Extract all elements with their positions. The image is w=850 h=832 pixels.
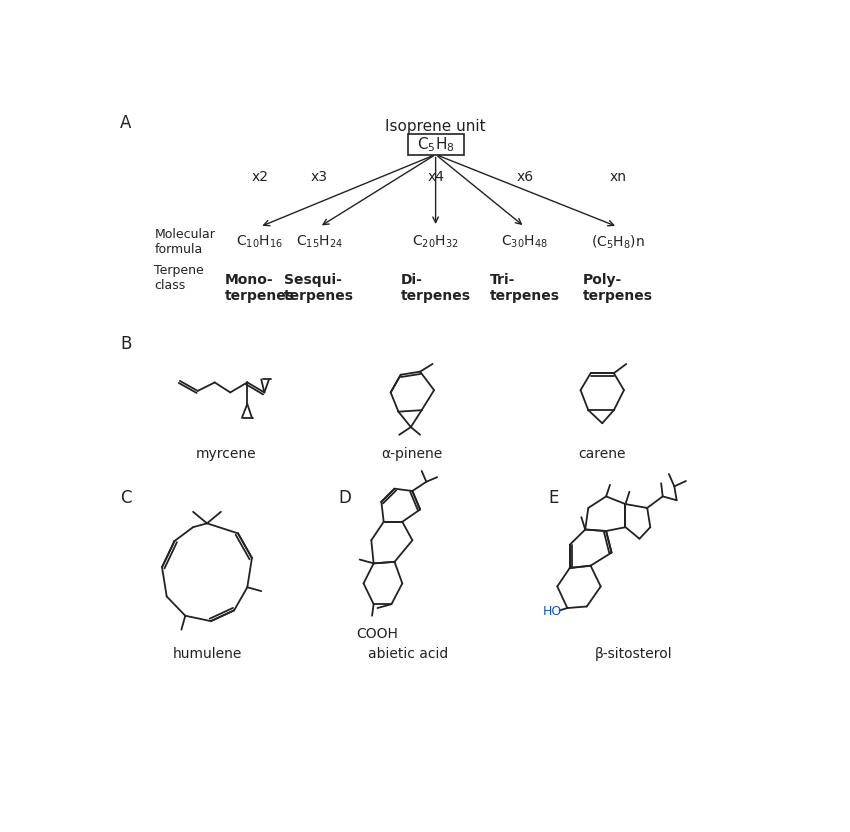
Text: HO: HO bbox=[542, 606, 562, 618]
Text: E: E bbox=[548, 488, 558, 507]
Text: A: A bbox=[120, 114, 132, 131]
Text: humulene: humulene bbox=[173, 647, 241, 661]
Text: abietic acid: abietic acid bbox=[368, 647, 449, 661]
Text: $\mathregular{C_{15}H_{24}}$: $\mathregular{C_{15}H_{24}}$ bbox=[296, 234, 343, 250]
Text: Molecular
formula: Molecular formula bbox=[155, 228, 215, 256]
Text: Poly-
terpenes: Poly- terpenes bbox=[583, 273, 653, 304]
Text: D: D bbox=[339, 488, 352, 507]
Bar bbox=[408, 135, 463, 155]
Text: COOH: COOH bbox=[356, 627, 399, 641]
Text: β-sitosterol: β-sitosterol bbox=[594, 647, 672, 661]
Text: Isoprene unit: Isoprene unit bbox=[385, 119, 486, 134]
Text: xn: xn bbox=[609, 170, 626, 184]
Text: $\mathregular{C_{30}H_{48}}$: $\mathregular{C_{30}H_{48}}$ bbox=[502, 234, 548, 250]
Text: α-pinene: α-pinene bbox=[382, 447, 443, 461]
Text: Mono-
terpenes: Mono- terpenes bbox=[224, 273, 295, 304]
Text: $\mathregular{(C_5H_8)n}$: $\mathregular{(C_5H_8)n}$ bbox=[591, 234, 645, 251]
Text: x6: x6 bbox=[516, 170, 533, 184]
Text: carene: carene bbox=[579, 447, 626, 461]
Text: x4: x4 bbox=[427, 170, 444, 184]
Text: B: B bbox=[120, 334, 132, 353]
Text: x3: x3 bbox=[311, 170, 328, 184]
Text: C: C bbox=[120, 488, 132, 507]
Text: $\mathregular{C_5H_8}$: $\mathregular{C_5H_8}$ bbox=[416, 135, 455, 154]
Text: Tri-
terpenes: Tri- terpenes bbox=[490, 273, 560, 304]
Text: Di-
terpenes: Di- terpenes bbox=[400, 273, 471, 304]
Text: Sesqui-
terpenes: Sesqui- terpenes bbox=[285, 273, 354, 304]
Text: x2: x2 bbox=[252, 170, 269, 184]
Text: Terpene
class: Terpene class bbox=[155, 265, 204, 293]
Text: $\mathregular{C_{20}H_{32}}$: $\mathregular{C_{20}H_{32}}$ bbox=[412, 234, 459, 250]
Text: myrcene: myrcene bbox=[196, 447, 257, 461]
Text: $\mathregular{C_{10}H_{16}}$: $\mathregular{C_{10}H_{16}}$ bbox=[236, 234, 283, 250]
